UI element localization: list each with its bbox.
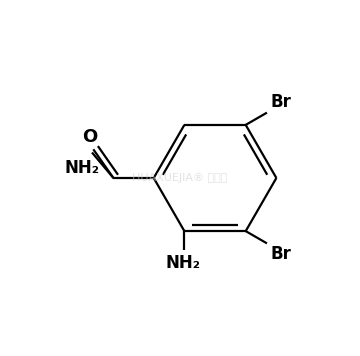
Text: O: O — [82, 128, 98, 146]
Text: NH₂: NH₂ — [64, 159, 99, 177]
Text: NH₂: NH₂ — [165, 254, 200, 272]
Text: Br: Br — [270, 245, 291, 263]
Text: Br: Br — [270, 93, 291, 111]
Text: HUAXUEJIA® 化学加: HUAXUEJIA® 化学加 — [132, 173, 228, 183]
